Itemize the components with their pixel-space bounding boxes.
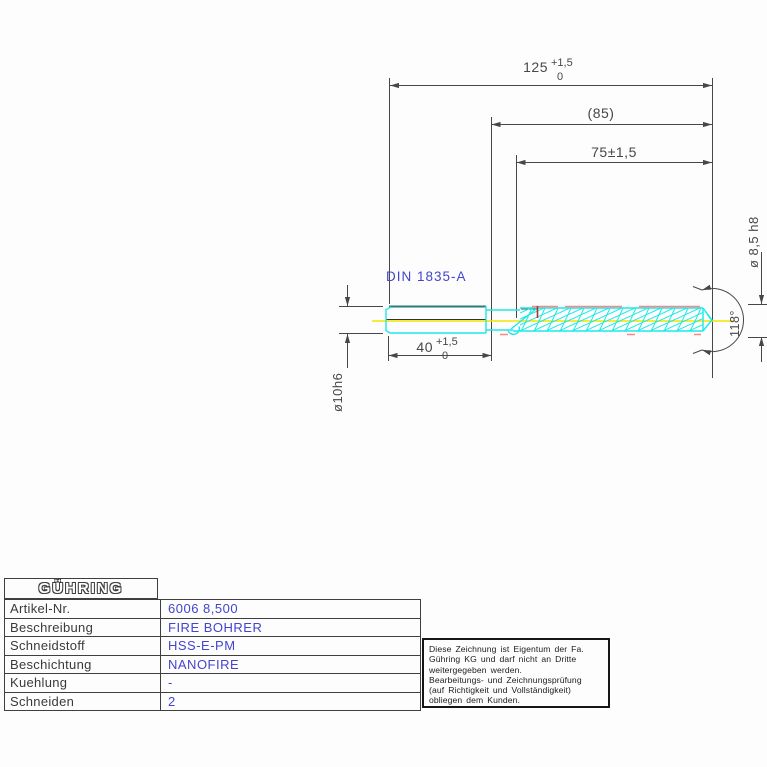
- logo-cell: GÜHRING: [4, 578, 158, 599]
- dimension-lines: [339, 78, 767, 378]
- dim-shank-tol-down: 0: [442, 350, 448, 362]
- note-line: (auf Richtigkeit und Vollständigkeit): [429, 685, 571, 696]
- dim-ref-value: (85): [588, 105, 615, 121]
- spec-label: Artikel-Nr.: [5, 600, 161, 618]
- spec-label: Schneiden: [5, 692, 161, 710]
- note-line: Gühring KG und darf nicht an Dritte: [429, 654, 577, 665]
- note-line: weitergegeben werden.: [429, 664, 522, 675]
- spec-label: Beschreibung: [5, 618, 161, 636]
- table-row: Beschichtung NANOFIRE: [5, 655, 420, 674]
- spec-label: Kuehlung: [5, 674, 161, 692]
- flute-runout-curve: [507, 326, 521, 336]
- point-angle-arc: [701, 284, 745, 356]
- dim-overall-value: 125: [523, 59, 548, 75]
- dim-shank-value: 40: [416, 339, 433, 355]
- dim-cut-dia-label: ø 8,5 h8: [746, 216, 761, 268]
- dim-flute-value: 75±1,5: [591, 144, 637, 160]
- margin-lines-red: [500, 305, 701, 336]
- neck-outline: [486, 309, 520, 331]
- dimension-texts: 125 +1,5 0 (85) 75±1,5 40 +1,5 0 ø10h6 ø…: [330, 57, 761, 412]
- dim-shank-tol-up: +1,5: [436, 336, 458, 348]
- spec-table: Artikel-Nr. 6006 8,500 Beschreibung FIRE…: [4, 599, 421, 711]
- dim-shank-dia-label: ø10h6: [330, 373, 345, 412]
- note-line: obliegen dem Kunden.: [429, 695, 521, 706]
- table-row: Schneidstoff HSS-E-PM: [5, 637, 420, 656]
- din-standard-label: DIN 1835-A: [386, 269, 467, 284]
- table-row: Beschreibung FIRE BOHRER: [5, 618, 420, 637]
- spec-value: -: [168, 675, 173, 691]
- note-line: Bearbeitungs- und Zeichnungsprüfung: [429, 674, 582, 685]
- flute-hatching: [520, 308, 703, 331]
- note-line: Diese Zeichnung ist Eigentum der Fa.: [429, 644, 584, 654]
- spec-value: FIRE BOHRER: [168, 619, 263, 635]
- table-row: Kuehlung -: [5, 674, 420, 693]
- point-angle-label: 118°: [728, 310, 742, 337]
- guehring-logo: GÜHRING: [38, 580, 124, 597]
- spec-label: Beschichtung: [5, 655, 161, 673]
- spec-value: HSS-E-PM: [168, 638, 236, 654]
- dim-overall-tol-up: +1,5: [551, 57, 573, 69]
- ownership-note-box: Diese Zeichnung ist Eigentum der Fa. Güh…: [422, 638, 610, 708]
- ext-lines-shank-dia: [339, 306, 383, 334]
- drill-body: [372, 305, 734, 336]
- spec-value: 2: [168, 693, 176, 709]
- spec-label: Schneidstoff: [5, 637, 161, 655]
- point-angle-arc-stubs: [692, 286, 703, 354]
- spec-value: NANOFIRE: [168, 656, 240, 672]
- spec-value: 6006 8,500: [168, 601, 239, 617]
- table-row: Artikel-Nr. 6006 8,500: [5, 600, 420, 619]
- drill-drawing: 125 +1,5 0 (85) 75±1,5 40 +1,5 0 ø10h6 ø…: [330, 57, 767, 412]
- dim-overall-tol-down: 0: [557, 71, 563, 83]
- drill-point: [702, 307, 713, 332]
- ext-lines-cut-dia: [748, 304, 767, 338]
- table-row: Schneiden 2: [5, 692, 420, 710]
